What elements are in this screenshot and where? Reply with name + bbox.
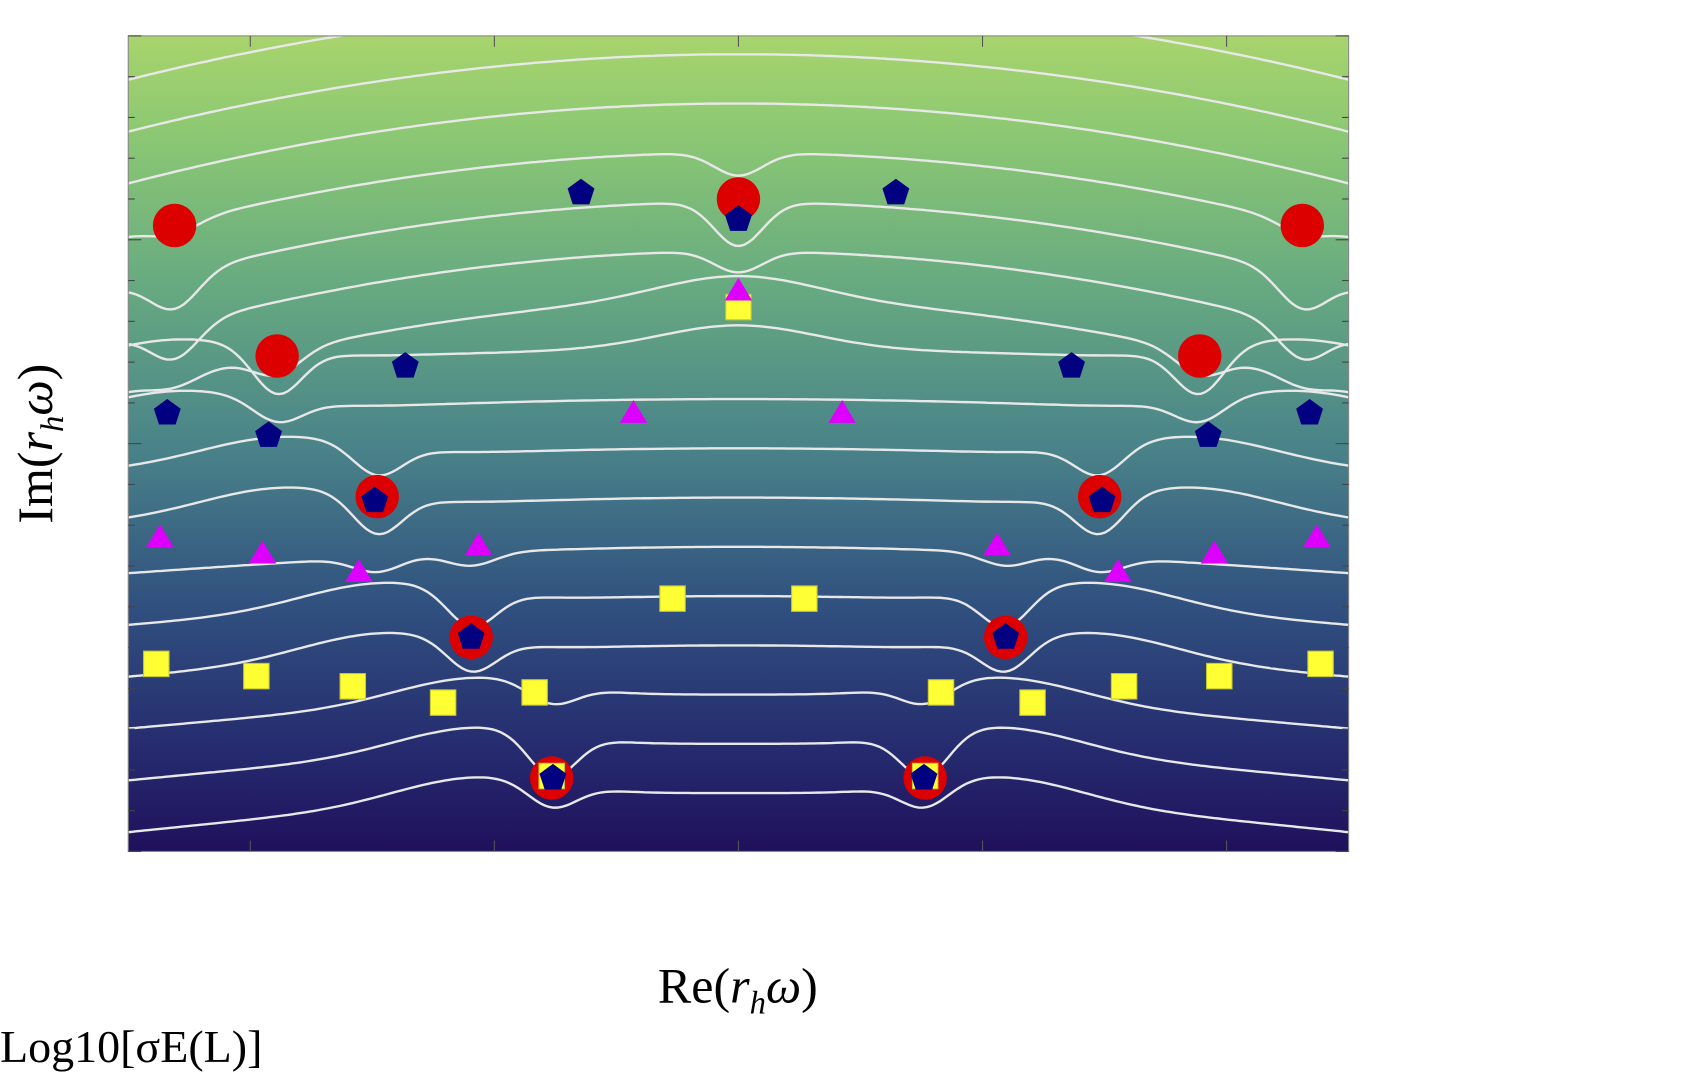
pentagon-point [724,205,752,231]
pentagon-point [539,763,567,790]
triangle-point [724,277,753,301]
contour-line [128,251,1349,361]
contour-line [128,35,1349,81]
pentagon-point [992,623,1020,649]
square-point [927,679,955,706]
contour-line [128,545,1349,575]
pentagon-point [567,178,595,205]
square-point [521,679,548,706]
y-axis-label: Im(rhω) [7,364,71,524]
square-point [1307,650,1334,678]
square-point [339,673,367,700]
square-point [429,689,457,716]
triangle-point [983,532,1011,556]
square-point [1019,689,1046,716]
colorbar-gradient: Log10[σE(L)] [0,1021,262,1072]
contour-line [128,274,1349,394]
pentagon-point [1194,421,1222,447]
contour-line [128,776,1349,834]
pentagon-point [882,178,910,205]
contour-lines [123,0,1353,834]
contour-line [128,676,1349,730]
circle-point [255,334,299,378]
circle-point [1178,334,1222,378]
square-point [791,585,818,612]
heatmap-background [128,35,1349,852]
circle-point [152,203,197,248]
triangle-point [828,400,856,423]
triangle-point [464,532,493,556]
triangle-point [146,524,174,548]
markers [143,177,1334,800]
square-point [1206,662,1233,690]
contour-line [128,631,1349,678]
contour-line [128,324,1349,396]
contour-line [128,202,1349,311]
frame-ticks [128,35,1349,852]
square-point [659,585,686,612]
pentagon-point [255,421,283,447]
contour-line [123,0,1353,29]
pentagon-point [1058,352,1085,378]
colorbar-label: Log10[σE(L)] [0,1021,263,1072]
pentagon-point [457,623,485,649]
x-axis-label: Re(rhω) [658,958,818,1020]
circle-point [716,177,761,221]
circle-point [1280,203,1324,248]
pentagon-point [1088,486,1116,513]
contour-line [128,435,1349,477]
chart: Re(rhω) Im(rhω) [7,0,1353,1020]
triangle-point [619,400,648,423]
square-point [243,662,270,690]
triangle-point [1303,524,1331,548]
triangle-point [1104,559,1132,582]
pentagon-point [1296,398,1323,425]
plot-area [123,0,1353,852]
contour-line [128,53,1349,133]
pentagon-point [391,352,419,378]
contour-line [128,726,1349,782]
pentagon-point [361,486,389,513]
pentagon-point [910,763,938,790]
pentagon-point [153,398,181,425]
colorbar: Log10[σE(L)] [0,1021,262,1072]
contour-line [128,153,1349,239]
square-point [1110,673,1138,700]
contour-line [128,581,1349,628]
triangle-point [248,540,277,564]
triangle-point [1200,540,1229,564]
triangle-point [345,559,373,582]
contour-line [128,389,1349,424]
contour-line [128,102,1349,185]
contour-line [128,486,1349,536]
square-point [143,650,170,678]
